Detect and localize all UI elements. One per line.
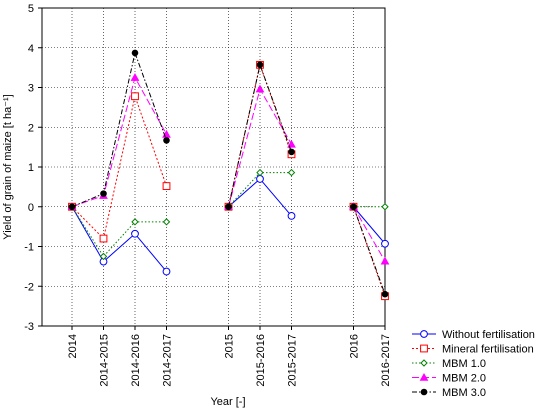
legend-label: Without fertilisation [442, 329, 535, 341]
x-tick-label: 2016 [349, 334, 361, 358]
data-point [162, 267, 171, 276]
legend-label: MBM 1.0 [442, 358, 486, 370]
y-tick-label: 0 [28, 202, 34, 214]
data-point [287, 168, 296, 177]
y-tick-label: -3 [24, 321, 34, 333]
legend-marker [420, 359, 428, 367]
data-point [256, 168, 264, 177]
data-point [288, 148, 295, 156]
series-4 [68, 49, 389, 298]
legend-label: MBM 3.0 [442, 387, 486, 399]
legend-marker [420, 388, 428, 396]
series-3 [67, 73, 390, 265]
series-line [71, 94, 167, 240]
series-line [71, 206, 167, 258]
data-point [131, 218, 139, 226]
legend-item: MBM 1.0 [412, 358, 486, 370]
x-tick-label: 2014-2015 [99, 334, 111, 387]
data-point [162, 182, 171, 190]
legend-label: MBM 2.0 [442, 373, 486, 385]
legend-item: Without fertilisation [412, 329, 535, 341]
legend: Without fertilisation Mineral fertilisati… [412, 329, 535, 399]
data-point [131, 229, 139, 238]
y-axis-label: Yield of grain of maize [t ha⁻¹] [2, 94, 14, 239]
y-tick-label: 1 [28, 162, 34, 174]
x-tick-label: 2014-2017 [162, 334, 174, 387]
legend-marker [420, 330, 428, 338]
data-point [225, 203, 232, 211]
x-axis-label: Year [-] [210, 396, 245, 408]
data-point [381, 203, 389, 211]
data-point [256, 61, 264, 69]
data-point [100, 190, 107, 197]
legend-marker [419, 372, 429, 381]
data-point [255, 84, 265, 93]
series-line [71, 206, 167, 272]
data-point [162, 218, 171, 226]
data-point [287, 211, 296, 220]
data-point [99, 234, 108, 243]
data-point [381, 239, 389, 248]
legend-marker [420, 344, 428, 353]
x-tick-label: 2015-2017 [287, 334, 299, 387]
legend-item: MBM 2.0 [412, 373, 486, 385]
y-tick-label: 4 [28, 43, 34, 55]
data-point [256, 175, 264, 183]
legend-label: Mineral fertilisation [442, 344, 534, 356]
legend-item: MBM 3.0 [412, 387, 486, 399]
data-point [380, 256, 390, 265]
y-tick-label: -1 [24, 242, 34, 254]
y-tick-label: 2 [28, 122, 34, 134]
series-line [353, 206, 386, 295]
series-layer [67, 49, 390, 301]
x-tick-label: 2014 [67, 334, 79, 358]
y-tick-label: 3 [28, 83, 34, 95]
x-tick-label: 2014-2016 [130, 334, 142, 387]
x-axis: 2014 2014-2015 2014-2016 2014-2017 2015 2015-… [67, 326, 392, 387]
data-point [99, 252, 108, 261]
data-point [287, 139, 296, 148]
data-point [68, 203, 76, 211]
x-tick-label: 2016-2017 [380, 334, 392, 387]
y-tick-label: 5 [28, 3, 34, 15]
data-point [130, 73, 140, 81]
y-tick-label: -2 [24, 281, 34, 293]
x-tick-label: 2015 [224, 334, 236, 358]
data-point [350, 203, 357, 211]
series-line [353, 206, 386, 262]
data-point [131, 92, 139, 101]
legend-item: Mineral fertilisation [412, 344, 534, 356]
series-line [71, 76, 167, 208]
series-line [228, 63, 292, 207]
data-point [163, 137, 170, 144]
series-line [71, 51, 167, 208]
data-point [131, 49, 139, 57]
data-point [381, 290, 389, 298]
x-tick-label: 2015-2016 [255, 334, 267, 387]
grid [42, 8, 386, 326]
y-axis: 5 4 3 2 1 0 -1 -2 -3 [24, 3, 42, 333]
series-line [353, 206, 386, 245]
